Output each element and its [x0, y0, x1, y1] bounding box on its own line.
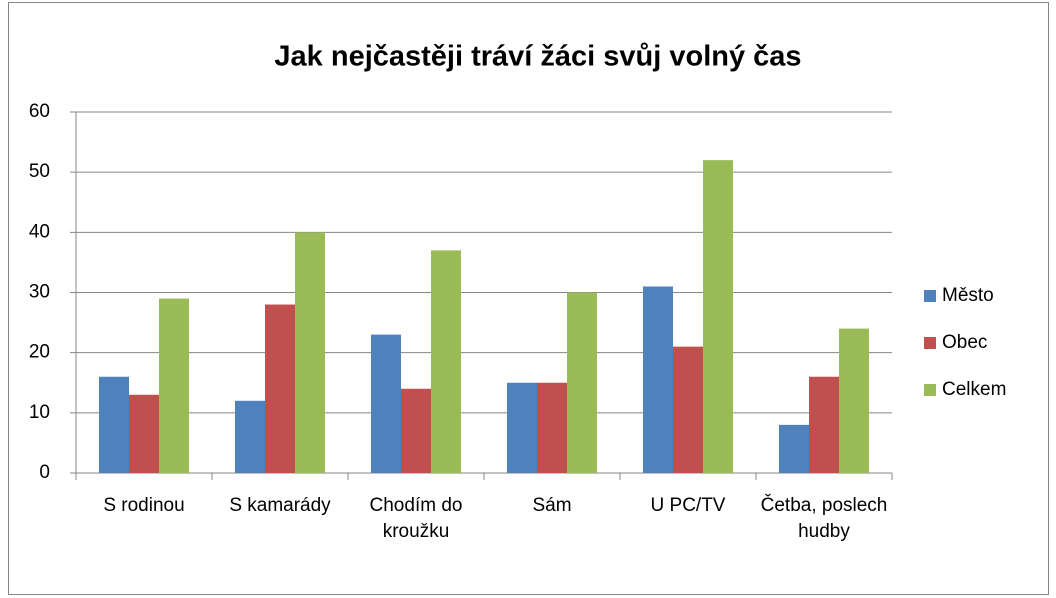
legend-label: Obec: [942, 332, 987, 353]
y-tick-label: 40: [29, 221, 50, 242]
legend-swatch: [924, 290, 936, 302]
y-tick-label: 50: [29, 161, 50, 182]
bar: [643, 286, 673, 473]
bar: [779, 424, 809, 473]
bar: [295, 232, 325, 473]
chart-title: Jak nejčastěji tráví žáci svůj volný čas: [274, 41, 801, 73]
bar: [401, 388, 431, 473]
x-tick-label: Chodím do kroužku: [369, 495, 463, 542]
x-tick-label: Četba, poslech hudby: [760, 495, 888, 542]
bar: [809, 376, 839, 473]
x-tick-label: Sám: [532, 495, 572, 516]
chart-border: [8, 2, 1049, 595]
x-tick-label: U PC/TV: [650, 495, 726, 516]
bar: [129, 394, 159, 473]
bar: [431, 250, 461, 473]
bar: [265, 304, 295, 473]
bar: [507, 382, 537, 473]
bar: [839, 328, 869, 473]
y-tick-label: 30: [29, 282, 50, 303]
y-tick-label: 10: [29, 402, 50, 423]
legend-label: Město: [942, 285, 994, 306]
bar: [673, 346, 703, 473]
bar: [235, 400, 265, 473]
bar: [703, 160, 733, 473]
bar: [99, 376, 129, 473]
y-tick-label: 60: [29, 101, 50, 122]
legend-swatch: [924, 384, 936, 396]
legend-label: Celkem: [942, 379, 1006, 400]
bar: [159, 298, 189, 473]
y-tick-label: 20: [29, 342, 50, 363]
x-tick-label: S kamarády: [229, 495, 331, 516]
legend-swatch: [924, 337, 936, 349]
x-tick-label: S rodinou: [103, 495, 185, 516]
bar: [567, 292, 597, 473]
bar: [371, 334, 401, 473]
bar: [537, 382, 567, 473]
y-tick-label: 0: [39, 462, 50, 483]
